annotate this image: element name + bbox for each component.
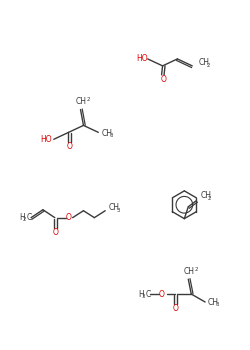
Text: 2: 2 <box>208 196 212 201</box>
Text: O: O <box>66 213 71 222</box>
Text: CH: CH <box>108 203 119 212</box>
Text: 2: 2 <box>23 217 27 222</box>
Text: O: O <box>173 304 179 313</box>
Text: H: H <box>19 213 25 222</box>
Text: HO: HO <box>40 135 52 144</box>
Text: 3: 3 <box>142 294 145 299</box>
Text: C: C <box>145 289 150 299</box>
Text: 3: 3 <box>116 208 119 213</box>
Text: CH: CH <box>198 58 209 68</box>
Text: O: O <box>66 142 72 151</box>
Text: CH: CH <box>200 191 211 200</box>
Text: H: H <box>138 289 143 299</box>
Text: O: O <box>160 75 166 84</box>
Text: 2: 2 <box>207 63 210 68</box>
Text: CH: CH <box>208 299 219 308</box>
Text: CH: CH <box>101 129 112 138</box>
Text: CH: CH <box>184 267 195 276</box>
Text: 3: 3 <box>109 133 113 138</box>
Text: HO: HO <box>136 55 148 63</box>
Text: 2: 2 <box>87 97 90 102</box>
Text: O: O <box>159 289 164 299</box>
Text: CH: CH <box>76 97 87 106</box>
Text: 3: 3 <box>216 302 220 307</box>
Text: 2: 2 <box>194 267 198 272</box>
Text: C: C <box>26 213 32 222</box>
Text: O: O <box>52 228 58 237</box>
